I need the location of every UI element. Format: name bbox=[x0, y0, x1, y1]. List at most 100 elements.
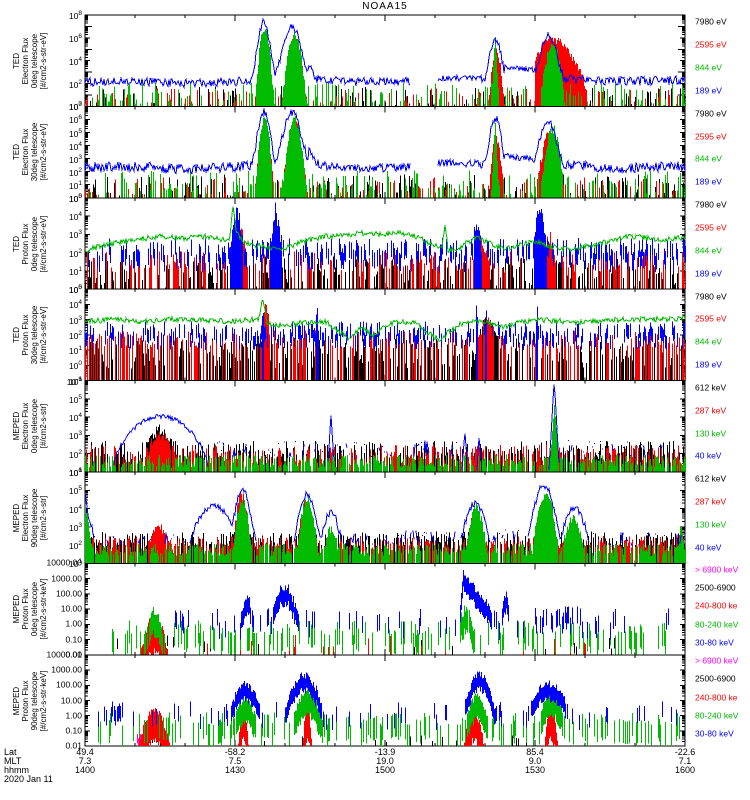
axis-value-mlt: 7.1 bbox=[678, 756, 692, 766]
y-tick-label: 102 bbox=[68, 540, 82, 552]
y-tick-label: 100.00 bbox=[56, 588, 82, 599]
ylabel-line: TED bbox=[12, 326, 21, 343]
axis-value-lat: 85.4 bbox=[526, 747, 544, 757]
y-tick-label: 102 bbox=[68, 448, 82, 460]
series-meped-p-0deg-blue bbox=[175, 569, 669, 640]
ylabel-meped-e-90deg: MEPED Electron Flux 90deg telescope [#/cm2-… bbox=[12, 488, 48, 547]
y-tick-label: 101 bbox=[68, 558, 82, 570]
legend-entry-844-ev: 844 eV bbox=[695, 62, 722, 73]
ylabel-line: MEPED bbox=[12, 594, 21, 624]
legend-entry-612-kev: 612 keV bbox=[695, 382, 727, 393]
ylabel-line: Proton Flux bbox=[21, 314, 30, 356]
legend-entry-2500-6900: 2500-6900 bbox=[695, 582, 736, 593]
ylabel-line: [#/cm2-s-str] bbox=[39, 495, 48, 540]
series-ted-p-0deg-green bbox=[84, 206, 686, 254]
legend-entry-189-ev: 189 eV bbox=[695, 176, 722, 187]
y-tick-label: 1000.00 bbox=[51, 664, 82, 675]
y-tick-label: 10000.00 bbox=[46, 649, 82, 660]
axis-value-lat: -58.2 bbox=[224, 747, 246, 757]
y-tick-label: 108 bbox=[68, 10, 82, 21]
legend-entry-844-ev: 844 eV bbox=[695, 336, 722, 347]
y-tick-label: 106 bbox=[68, 32, 82, 44]
legend-entry-40-kev: 40 keV bbox=[695, 542, 722, 553]
ylabel-line: [#/cm2-s-str] bbox=[39, 404, 48, 449]
ylabel-ted-p-30deg: TED Proton Flux 30deg telescope [#/cm2-s-st… bbox=[12, 306, 48, 365]
ylabel-line: Proton Flux bbox=[21, 223, 30, 264]
series-meped-p-0deg-green bbox=[112, 605, 666, 655]
series-ted-e-30deg-blue bbox=[84, 108, 686, 175]
y-tick-label: 106 bbox=[68, 114, 82, 126]
ylabel-line: [#/cm2-s-str-eV] bbox=[39, 32, 48, 90]
legend-entry--6900-kev: > 6900 keV bbox=[695, 564, 739, 575]
series-meped-e-0deg-blue bbox=[113, 384, 680, 471]
y-tick-label: 105 bbox=[68, 284, 82, 296]
y-tick-label: 101 bbox=[68, 345, 82, 357]
ylabel-line: 0deg telescope bbox=[30, 33, 39, 88]
series-ted-e-30deg-green bbox=[88, 115, 686, 198]
y-tick-label: 101 bbox=[68, 467, 82, 478]
legend-entry-7980-ev: 7980 eV bbox=[695, 108, 727, 119]
series-meped-e-90deg-green bbox=[85, 493, 686, 564]
y-tick-label: 105 bbox=[68, 127, 82, 139]
legend-entry-40-kev: 40 keV bbox=[695, 450, 722, 461]
series-meped-p-90deg-blue bbox=[98, 671, 677, 731]
y-tick-label: 10.00 bbox=[60, 695, 82, 705]
ylabel-line: TED bbox=[12, 235, 21, 252]
y-tick-label: 0.01 bbox=[65, 649, 82, 660]
y-tick-label: 0.10 bbox=[65, 725, 82, 736]
legend-entry-612-kev: 612 keV bbox=[695, 473, 727, 484]
ylabel-line: [#/cm2-s-str-keV] bbox=[39, 670, 48, 731]
legend-entry-80-240-kev: 80-240 keV bbox=[695, 710, 739, 721]
ylabel-line: 0deg telescope bbox=[30, 581, 39, 637]
ylabel-line: 30deg telescope bbox=[30, 122, 39, 182]
legend-entry-2595-ev: 2595 eV bbox=[695, 222, 727, 233]
legend-entry-844-ev: 844 eV bbox=[695, 245, 722, 256]
legend-entry-7980-ev: 7980 eV bbox=[695, 199, 727, 210]
ylabel-line: Proton Flux bbox=[21, 588, 30, 630]
ylabel-line: 0deg telescope bbox=[30, 399, 39, 454]
y-tick-label: 101 bbox=[68, 179, 82, 191]
ylabel-line: Electron Flux bbox=[21, 494, 30, 542]
y-tick-label: 104 bbox=[68, 503, 82, 515]
y-tick-label: 103 bbox=[68, 521, 82, 533]
y-tick-label: 100 bbox=[68, 101, 82, 113]
axis-value-hhmm: 1400 bbox=[74, 765, 96, 775]
axis-row-label-lat: Lat bbox=[4, 747, 17, 757]
y-tick-label: 103 bbox=[68, 430, 82, 442]
ylabel-line: Electron Flux bbox=[21, 37, 30, 85]
axis-value-hhmm: 1500 bbox=[374, 765, 396, 775]
plot-title: NOAA15 bbox=[362, 1, 408, 12]
y-tick-label: 106 bbox=[68, 375, 82, 387]
axis-value-hhmm: 1530 bbox=[524, 765, 546, 775]
series-ted-e-0deg-blue bbox=[84, 17, 686, 90]
y-tick-label: 10000.00 bbox=[46, 557, 82, 568]
ylabel-ted-e-30deg: TED Electron Flux 30deg telescope [#/cm2-s-… bbox=[12, 123, 48, 182]
ylabel-line: [#/cm2-s-str-keV] bbox=[39, 578, 48, 640]
ylabel-line: 90deg telescope bbox=[30, 488, 39, 548]
y-tick-label: 101 bbox=[68, 265, 82, 277]
legend-entry-189-ev: 189 eV bbox=[695, 85, 722, 96]
ylabel-line: TED bbox=[12, 52, 21, 69]
legend-entry-287-kev: 287 keV bbox=[695, 496, 727, 507]
legend-entry--6900-kev: > 6900 keV bbox=[695, 655, 739, 666]
axis-value-mlt: 7.3 bbox=[78, 756, 92, 766]
ylabel-line: Electron Flux bbox=[21, 402, 30, 450]
y-tick-label: 104 bbox=[68, 412, 82, 424]
ylabel-line: [#/cm2-s-str-eV] bbox=[39, 215, 48, 272]
legend-entry-80-240-kev: 80-240 keV bbox=[695, 619, 739, 630]
y-tick-label: 1.00 bbox=[65, 710, 82, 721]
y-tick-label: 102 bbox=[68, 329, 82, 341]
series-meped-e-0deg-green bbox=[85, 404, 686, 472]
axis-ticks-meped-p-0deg bbox=[84, 562, 686, 656]
y-tick-label: 0.10 bbox=[65, 634, 82, 645]
legend-entry-844-ev: 844 eV bbox=[695, 153, 722, 164]
series-ted-e-0deg-green bbox=[92, 29, 686, 107]
ylabel-line: MEPED bbox=[12, 412, 21, 441]
legend-entry-2595-ev: 2595 eV bbox=[695, 39, 727, 50]
legend-entry-189-ev: 189 eV bbox=[695, 268, 722, 279]
series-ted-e-0deg-black bbox=[85, 51, 686, 107]
y-tick-label: 102 bbox=[68, 247, 82, 259]
ylabel-meped-e-0deg: MEPED Electron Flux 0deg telescope [#/cm2-s… bbox=[12, 399, 48, 453]
legend-entry-240-800-ke: 240-800 ke bbox=[695, 692, 738, 703]
ylabel-line: [#/cm2-s-str-eV] bbox=[39, 123, 48, 181]
